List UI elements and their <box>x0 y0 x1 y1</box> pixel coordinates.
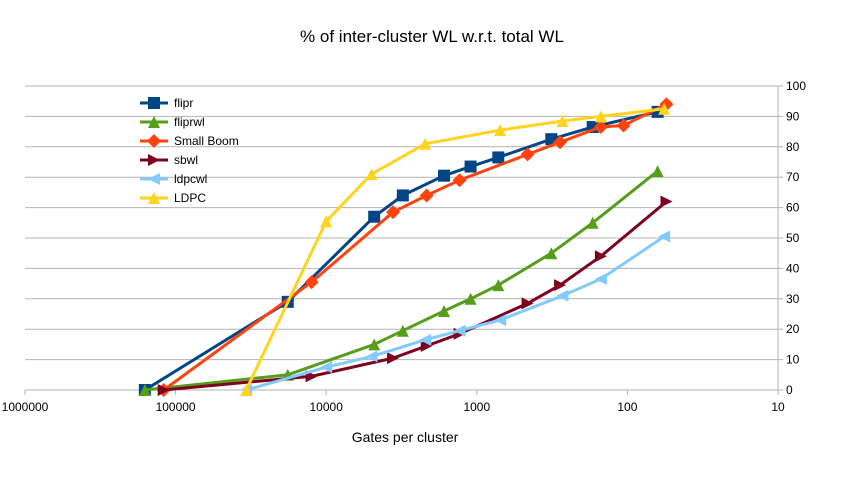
data-point-ldpcwl <box>594 273 607 286</box>
data-point-sbwl <box>521 297 534 310</box>
y-tick-label: 70 <box>786 170 800 184</box>
data-point-fliprwl <box>368 338 381 351</box>
data-point-small-boom <box>452 173 467 188</box>
data-point-small-boom <box>419 188 434 203</box>
data-point-sbwl <box>157 384 170 396</box>
data-point-ldpc <box>494 124 507 137</box>
data-point-small-boom <box>386 205 401 220</box>
data-point-sbwl <box>594 250 607 263</box>
data-point-ldpcwl <box>320 361 333 374</box>
y-tick-label: 60 <box>786 201 800 215</box>
series-ldpcwl <box>240 230 671 396</box>
data-point-small-boom <box>520 147 535 162</box>
data-point-ldpc <box>419 137 432 150</box>
data-point-flipr <box>438 169 451 182</box>
legend-item-flipr: flipr <box>140 96 193 110</box>
data-point-fliprwl <box>492 279 505 292</box>
axes <box>24 85 783 395</box>
legend-label-small-boom: Small Boom <box>174 134 239 148</box>
data-point-fliprwl <box>545 247 558 260</box>
x-tick-label: 10000 <box>310 400 344 414</box>
y-tick-label: 10 <box>786 353 800 367</box>
legend-marker-small-boom <box>147 134 161 148</box>
data-point-sbwl <box>660 195 673 208</box>
y-tick-label: 30 <box>786 292 800 306</box>
legend-item-fliprwl: fliprwl <box>140 115 205 129</box>
legend-item-small-boom: Small Boom <box>140 134 239 148</box>
y-tick-labels: 0 10 20 30 40 50 60 70 80 90 100 <box>786 79 806 397</box>
x-tick-label: 10 <box>771 400 785 414</box>
series-line-small-boom <box>162 102 668 392</box>
legend-item-ldpc: LDPC <box>140 191 206 205</box>
chart-title: % of inter-cluster WL w.r.t. total WL <box>300 27 564 46</box>
x-tick-labels: 1000000 100000 10000 1000 100 10 <box>2 400 785 414</box>
data-point-ldpcwl <box>658 230 671 243</box>
data-point-ldpc <box>556 114 569 127</box>
series-line-fliprwl <box>144 169 659 392</box>
legend-label-flipr: flipr <box>174 96 193 110</box>
data-point-sbwl <box>554 279 567 292</box>
data-point-fliprwl <box>138 384 151 396</box>
legend-marker-ldpcwl <box>148 173 160 185</box>
data-point-ldpcwl <box>556 289 569 302</box>
series-line-ldpc <box>244 107 665 391</box>
legend-marker-fliprwl <box>148 116 160 128</box>
legend-marker-flipr <box>148 97 160 109</box>
legend-label-fliprwl: fliprwl <box>174 115 205 129</box>
data-point-fliprwl <box>464 292 477 305</box>
data-point-fliprwl <box>396 324 409 337</box>
series-layer <box>138 97 674 397</box>
legend-label-ldpcwl: ldpcwl <box>174 172 207 186</box>
legend-marker-ldpc <box>148 192 160 204</box>
x-tick-label: 100000 <box>156 400 196 414</box>
x-tick-label: 1000 <box>463 400 490 414</box>
data-point-ldpc <box>658 102 671 115</box>
y-tick-label: 0 <box>786 383 793 397</box>
data-point-small-boom <box>593 120 608 135</box>
data-point-flipr <box>492 151 505 164</box>
y-tick-label: 100 <box>786 79 806 93</box>
data-point-ldpc <box>320 215 333 228</box>
data-point-ldpcwl <box>494 314 507 327</box>
x-tick-label: 1000000 <box>2 400 49 414</box>
data-point-sbwl <box>387 352 400 365</box>
series-line-sbwl <box>163 200 668 392</box>
data-point-small-boom <box>616 118 631 133</box>
legend-item-ldpcwl: ldpcwl <box>140 172 207 186</box>
series-sbwl <box>157 195 673 396</box>
legend-label-ldpc: LDPC <box>174 191 206 205</box>
data-point-ldpcwl <box>453 324 466 337</box>
data-point-ldpcwl <box>365 350 378 363</box>
data-point-small-boom <box>304 275 319 290</box>
data-point-ldpc <box>594 110 607 123</box>
data-point-fliprwl <box>438 304 451 317</box>
data-point-flipr <box>464 160 477 173</box>
y-tick-label: 20 <box>786 322 800 336</box>
data-point-sbwl <box>420 339 433 352</box>
data-point-ldpcwl <box>419 333 432 346</box>
x-axis-label: Gates per cluster <box>352 429 459 445</box>
x-tick-label: 100 <box>617 400 637 414</box>
legend-item-sbwl: sbwl <box>140 153 198 167</box>
data-point-fliprwl <box>586 216 599 229</box>
data-point-flipr <box>396 189 409 202</box>
data-point-small-boom <box>553 135 568 150</box>
y-tick-label: 40 <box>786 261 800 275</box>
y-tick-label: 90 <box>786 109 800 123</box>
series-ldpc <box>240 102 671 396</box>
data-point-ldpc <box>365 168 378 181</box>
data-point-flipr <box>368 210 381 223</box>
data-point-ldpc <box>240 384 253 396</box>
legend: flipr fliprwl Small Boom sbwl ldpcwl LDPC <box>140 96 239 205</box>
y-tick-label: 50 <box>786 231 800 245</box>
legend-marker-sbwl <box>148 154 160 166</box>
legend-label-sbwl: sbwl <box>174 153 198 167</box>
y-tick-label: 80 <box>786 140 800 154</box>
data-point-fliprwl <box>651 165 664 178</box>
series-line-flipr <box>144 110 658 392</box>
